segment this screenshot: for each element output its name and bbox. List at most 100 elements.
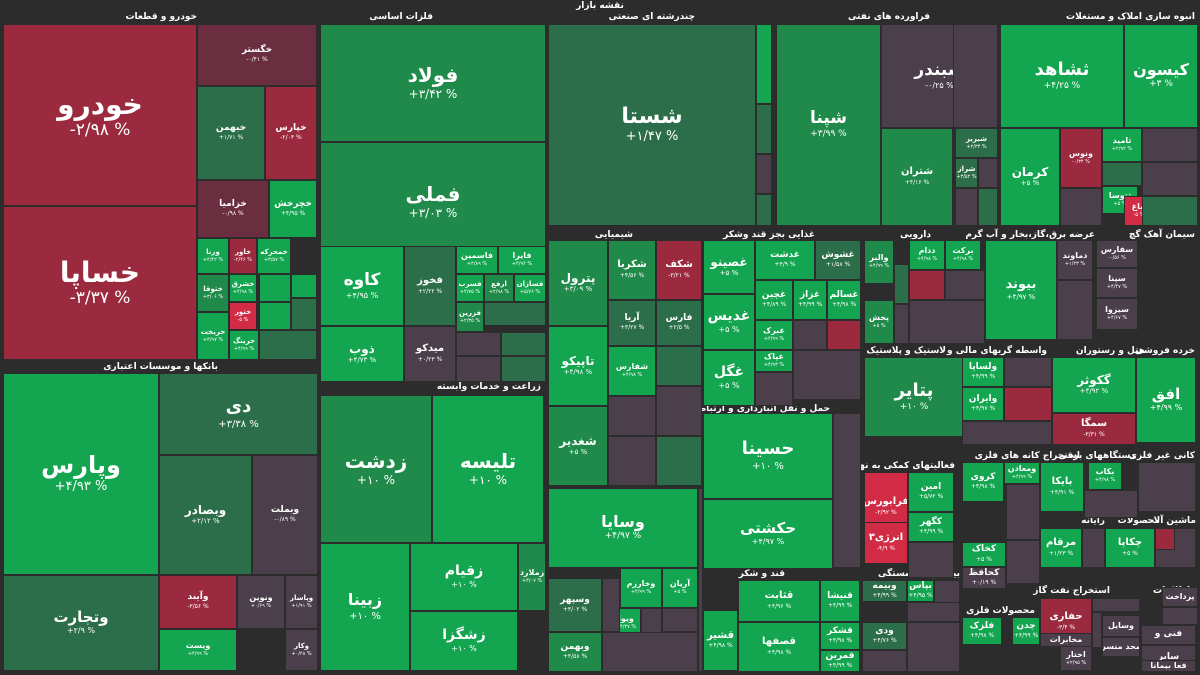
tile-111[interactable]: کخاک +۵ % — [962, 542, 1006, 567]
tile-63[interactable]: شغدیر +۵ % — [548, 406, 608, 486]
tile-unlabeled[interactable] — [756, 24, 772, 104]
tile-unlabeled[interactable] — [907, 622, 960, 672]
tile-unlabeled[interactable] — [259, 302, 291, 330]
tile-unlabeled[interactable] — [1004, 357, 1052, 387]
tile-42[interactable]: وبصادر +۲/۱۲ % — [159, 455, 252, 575]
tile-unlabeled[interactable] — [291, 274, 317, 298]
tile-unlabeled[interactable] — [1084, 490, 1138, 518]
tile-unlabeled[interactable] — [962, 421, 1052, 445]
tile-71[interactable]: غگل +۵ % — [703, 350, 755, 406]
tile-99[interactable]: وایران +۴/۹۷ % — [962, 387, 1004, 421]
tile-unlabeled[interactable] — [698, 488, 703, 672]
tile-49[interactable]: ویست +۴/۹۹ % — [159, 629, 237, 671]
tile-81[interactable]: آریان +۵ % — [662, 568, 698, 608]
tile-78[interactable]: وخارزم +۴/۹۹ % — [620, 568, 662, 608]
tile-6[interactable]: خچرخش +۴/۹۵ % — [269, 180, 317, 238]
tile-58[interactable]: شکف -۳/۲۱ % — [656, 240, 702, 300]
tile-35[interactable]: کرمان +۵ % — [1000, 128, 1060, 226]
tile-102[interactable]: افق +۴/۹۹ % — [1136, 357, 1196, 443]
tile-108[interactable]: ومعادن +۴/۹۹ % — [1004, 462, 1040, 484]
tile-21[interactable]: فسرب +۴/۷۵ % — [456, 274, 484, 302]
tile-118[interactable]: فلزک +۴/۹۸ % — [962, 617, 1002, 645]
tile-34[interactable]: کیسون +۳ % — [1124, 24, 1198, 128]
tile-unlabeled[interactable] — [909, 270, 945, 300]
tile-unlabeled[interactable] — [756, 154, 772, 194]
tile-unlabeled[interactable] — [662, 608, 698, 632]
tile-unlabeled[interactable] — [1102, 162, 1142, 186]
tile-unlabeled[interactable] — [1092, 612, 1102, 648]
tile-unlabeled[interactable] — [756, 194, 772, 226]
tile-41[interactable]: دی +۳/۳۸ % — [159, 373, 318, 455]
tile-unlabeled[interactable] — [1057, 280, 1093, 340]
tile-128[interactable]: پرداخت — [1162, 587, 1198, 607]
tile-90[interactable]: برکت +۴/۹۸ % — [945, 240, 981, 270]
tile-91[interactable]: پخش +۵ % — [864, 300, 894, 344]
tile-unlabeled[interactable] — [456, 332, 501, 356]
tile-26[interactable]: میدکو +۰/۲۳ % — [404, 326, 456, 382]
tile-117[interactable]: ودی +۴/۷۶ % — [862, 622, 907, 650]
tile-80[interactable]: وبهمن +۴/۵۸ % — [548, 632, 602, 672]
tile-10[interactable]: ختوقا +۳/۰۶ % — [197, 274, 229, 312]
tile-61[interactable]: تاپیکو +۴/۹۸ % — [548, 326, 608, 406]
tile-66[interactable]: غدشت +۴/۹ % — [755, 240, 815, 280]
tile-25[interactable]: ذوب +۴/۷۳ % — [320, 326, 404, 382]
tile-84[interactable]: قشیر +۴/۹۸ % — [703, 610, 738, 671]
tile-unlabeled[interactable] — [1142, 196, 1198, 226]
tile-101[interactable]: سمگا -۳/۳۱ % — [1052, 413, 1136, 445]
tile-113[interactable]: مرقام +۱/۲۳ % — [1040, 528, 1082, 568]
tile-unlabeled[interactable] — [656, 436, 702, 486]
tile-unlabeled[interactable] — [894, 304, 909, 344]
tile-unlabeled[interactable] — [1004, 387, 1052, 421]
tile-124[interactable]: اختار +۲/۹۵ % — [1060, 646, 1092, 671]
tile-14[interactable]: خرینگ +۴/۹۹ % — [229, 330, 259, 360]
tile-96[interactable]: سیزوا +۴/۶۷ % — [1096, 298, 1138, 330]
tile-unlabeled[interactable] — [608, 396, 656, 436]
tile-11[interactable]: خشرق +۴/۹۸ % — [229, 274, 257, 302]
tile-unlabeled[interactable] — [978, 158, 998, 188]
tile-121[interactable]: فنی و — [1141, 625, 1196, 645]
tile-46[interactable]: ونوین +۰/۶۹ % — [237, 575, 285, 629]
tile-28[interactable]: شپنا +۳/۹۹ % — [776, 24, 881, 226]
tile-72[interactable]: غبرک +۴/۹۹ % — [755, 320, 793, 350]
tile-unlabeled[interactable] — [1155, 528, 1175, 550]
tile-116[interactable]: بپاس +۴/۹۵ % — [907, 580, 934, 602]
tile-unlabeled[interactable] — [978, 188, 998, 226]
tile-75[interactable]: حکشتی +۴/۹۷ % — [703, 499, 833, 569]
tile-unlabeled[interactable] — [259, 274, 291, 302]
tile-unlabeled[interactable] — [908, 542, 954, 578]
tile-0[interactable]: خودرو -۲/۹۸ % — [3, 24, 197, 206]
tile-9[interactable]: خمحرکه +۳/۵۷ % — [257, 238, 291, 274]
tile-98[interactable]: ولساپا +۴/۹۹ % — [962, 357, 1004, 387]
tile-70[interactable]: غسالم +۴/۹۸ % — [827, 280, 861, 320]
tile-47[interactable]: وپاسار +۱/۹۱ % — [285, 575, 318, 629]
tile-122[interactable]: وسایل — [1102, 615, 1140, 637]
tile-1[interactable]: خساپا -۳/۳۷ % — [3, 206, 197, 360]
tile-unlabeled[interactable] — [833, 413, 861, 568]
tile-unlabeled[interactable] — [755, 372, 793, 406]
tile-50[interactable]: زدشت +۱۰ % — [320, 395, 432, 543]
tile-12[interactable]: ختور -۵ % — [229, 302, 257, 330]
tile-unlabeled[interactable] — [1162, 607, 1198, 625]
tile-unlabeled[interactable] — [291, 298, 317, 330]
tile-110[interactable]: بکاب +۴/۹۸ % — [1088, 462, 1122, 490]
tile-unlabeled[interactable] — [1082, 528, 1105, 568]
tile-95[interactable]: سپنا +۴/۴۷ % — [1096, 268, 1138, 298]
tile-unlabeled[interactable] — [602, 632, 698, 672]
tile-74[interactable]: حسینا +۱۰ % — [703, 413, 833, 499]
tile-73[interactable]: غپاک +۴/۹۳ % — [755, 350, 793, 372]
tile-36[interactable]: ونوس -۰/۳۴ % — [1060, 128, 1102, 188]
tile-44[interactable]: وتجارت +۲/۹ % — [3, 575, 159, 671]
tile-52[interactable]: زبینا +۱۰ % — [320, 543, 410, 671]
tile-4[interactable]: خپارس -۲/۰۳ % — [265, 86, 317, 180]
tile-51[interactable]: تلیسه +۱۰ % — [432, 395, 544, 543]
tile-76[interactable]: وسایا +۴/۹۷ % — [548, 488, 698, 568]
tile-23[interactable]: فسازان +۵/۷۶ % — [514, 274, 546, 302]
tile-3[interactable]: خبهمن +۱/۷۱ % — [197, 86, 265, 180]
tile-119[interactable]: چدن +۴/۹۹ % — [1012, 617, 1040, 645]
tile-unlabeled[interactable] — [827, 320, 861, 350]
tile-37[interactable]: ثامید +۲/۹۲ % — [1102, 128, 1142, 162]
tile-115[interactable]: وبیمه +۴/۹۹ % — [862, 580, 907, 602]
tile-53[interactable]: زقیام +۱۰ % — [410, 543, 518, 611]
tile-97[interactable]: پتایر +۱۰ % — [864, 357, 964, 437]
tile-unlabeled[interactable] — [756, 104, 772, 154]
